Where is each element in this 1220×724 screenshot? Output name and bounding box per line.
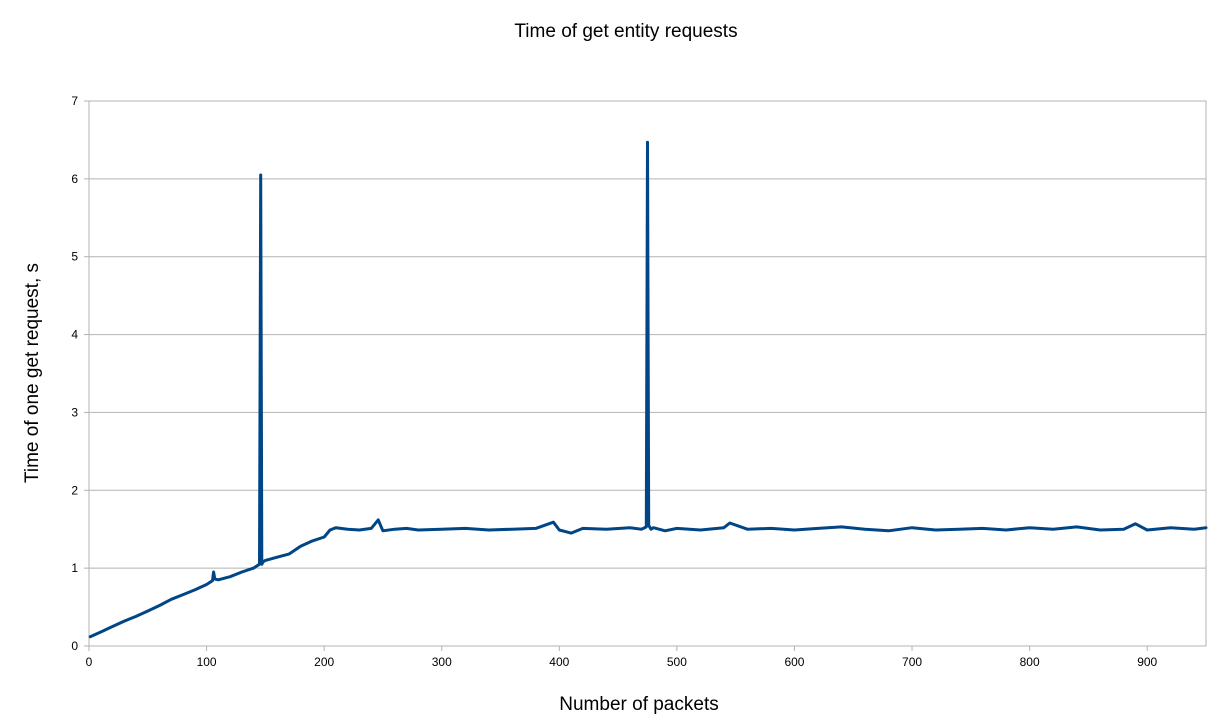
y-tick-label: 5 [71,250,78,264]
x-tick-label: 200 [314,655,334,669]
chart-title: Time of get entity requests [514,21,737,42]
x-tick-label: 800 [1020,655,1040,669]
y-axis-label: Time of one get request, s [22,263,43,483]
series-line [88,140,1208,639]
x-axis-ticks: 0 100 200 300 400 500 600 700 800 900 [86,646,1158,669]
y-tick-label: 4 [71,328,78,342]
x-tick-label: 900 [1137,655,1157,669]
x-tick-label: 100 [197,655,217,669]
plot-frame [88,100,1207,647]
y-tick-label: 0 [71,639,78,653]
y-axis-ticks: 0 1 2 3 4 5 6 7 [71,94,89,653]
x-tick-label: 0 [86,655,93,669]
x-tick-label: 500 [667,655,687,669]
x-axis-label: Number of packets [559,694,718,715]
x-tick-label: 300 [432,655,452,669]
y-tick-label: 1 [71,561,78,575]
y-tick-label: 6 [71,172,78,186]
x-tick-label: 700 [902,655,922,669]
y-tick-label: 7 [71,94,78,108]
y-tick-label: 3 [71,405,78,419]
y-tick-label: 2 [71,483,78,497]
x-tick-label: 400 [549,655,569,669]
x-tick-label: 600 [784,655,804,669]
